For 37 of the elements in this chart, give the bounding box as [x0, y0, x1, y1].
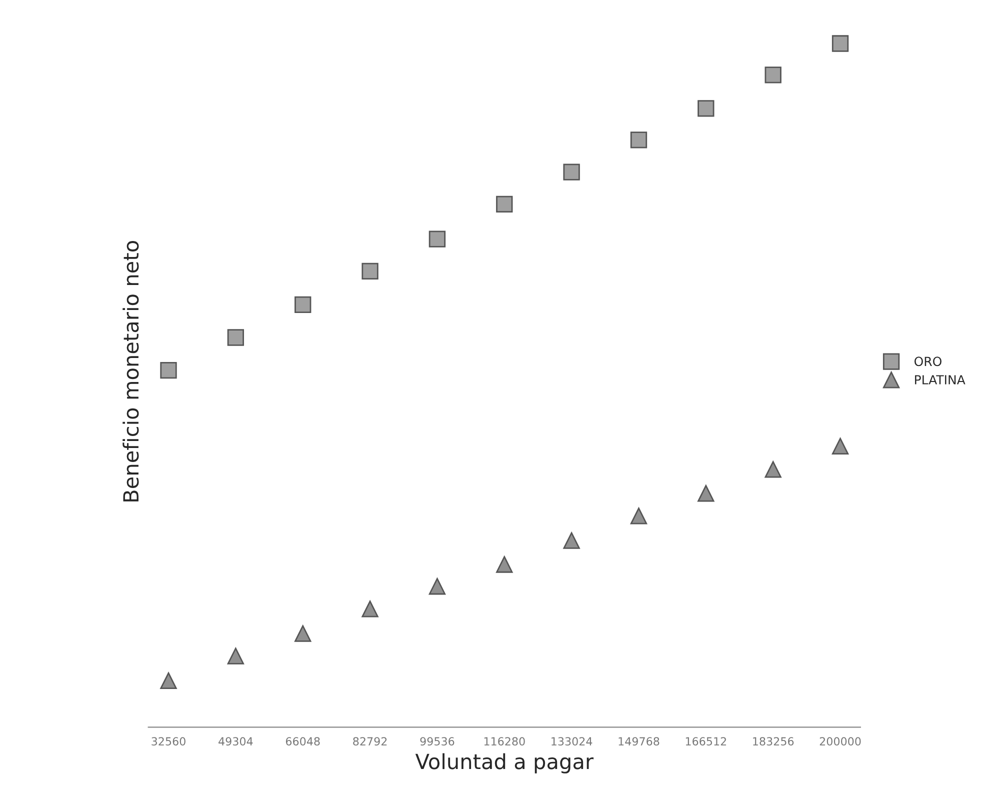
point: [764, 66, 782, 84]
point: [362, 600, 378, 618]
x-tick-label: 166512: [686, 737, 726, 746]
legend-label: PLATINA: [915, 375, 966, 384]
x-tick-label: 32560: [152, 737, 186, 746]
x-tick-label: 116280: [484, 737, 525, 746]
point: [160, 362, 177, 379]
x-tick-label: 49304: [218, 737, 253, 746]
point: [630, 132, 648, 148]
point: [630, 508, 648, 524]
point: [160, 672, 177, 690]
x-tick-label: 99536: [420, 737, 454, 746]
x-tick-label: 200000: [820, 737, 861, 746]
x-tick-label: 183256: [753, 737, 794, 746]
legend-label: ORO: [914, 356, 942, 366]
x-tick-label: 82792: [353, 737, 387, 746]
point: [698, 485, 714, 502]
y-axis-title: Beneficio monetario neto: [122, 241, 139, 502]
x-tick-label: 66048: [286, 737, 320, 746]
point: [496, 196, 513, 213]
point: [832, 438, 849, 455]
point: [428, 578, 446, 595]
point: [428, 230, 446, 248]
x-tick-label: 149768: [618, 737, 660, 746]
point: [294, 296, 312, 314]
point: [563, 532, 580, 549]
point: [698, 100, 714, 117]
x-tick-label: 133024: [552, 737, 592, 746]
point: [227, 329, 244, 346]
point: [764, 461, 782, 478]
point: [832, 35, 849, 52]
point: [362, 262, 378, 280]
point: [294, 625, 312, 642]
point: [563, 164, 580, 180]
point: [496, 556, 513, 573]
point: [227, 648, 244, 664]
x-axis-title: Voluntad a pagar: [415, 753, 594, 774]
